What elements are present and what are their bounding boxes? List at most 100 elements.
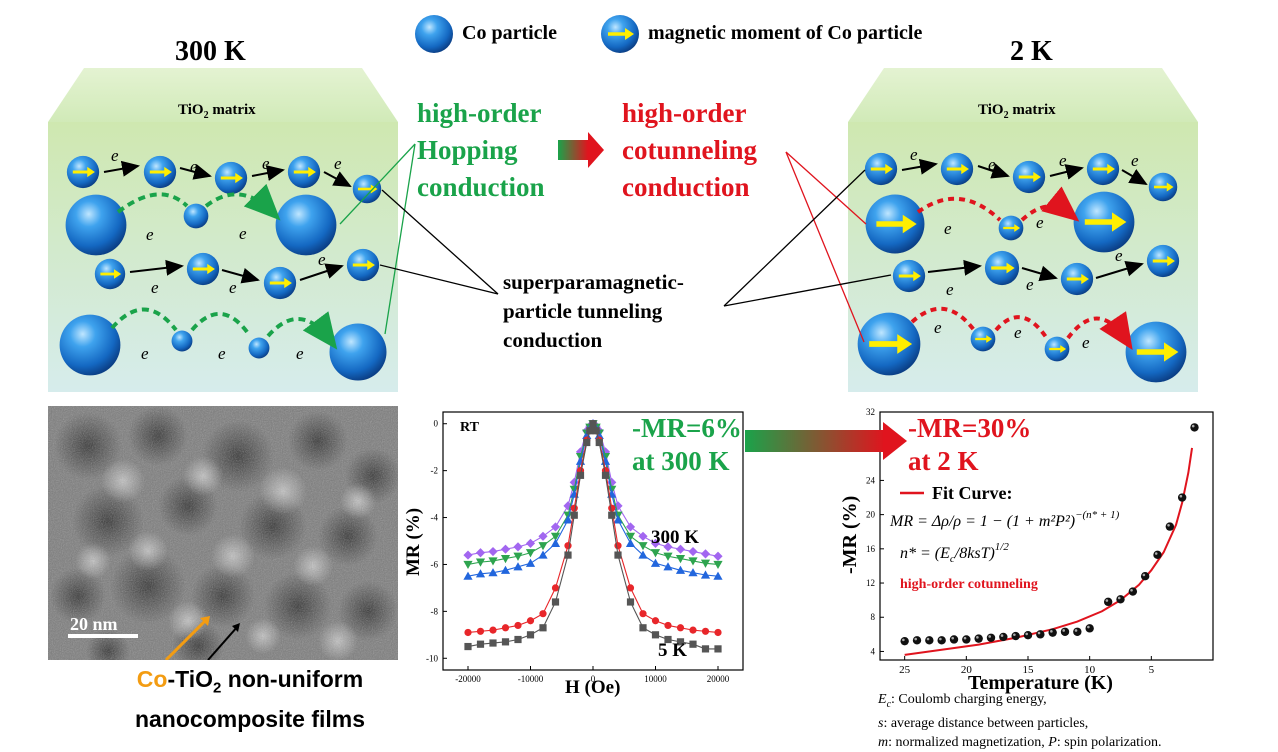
chart2-point	[1103, 597, 1113, 607]
chart1-point	[650, 549, 661, 558]
chart2-point-highlight	[1000, 634, 1004, 637]
chart2-point-highlight	[926, 637, 930, 641]
chart2-point-highlight	[988, 635, 991, 638]
chart1-point	[500, 565, 511, 574]
chart1-point	[650, 538, 661, 548]
chart1-point	[525, 558, 536, 567]
chart2-point	[1190, 423, 1199, 432]
electron-label: e	[190, 157, 198, 176]
chart1-point	[700, 559, 711, 568]
chart2-point-highlight	[1130, 588, 1133, 592]
chart2-ytick-label: 12	[866, 578, 875, 588]
chart1-point	[526, 631, 535, 639]
chart2-fit-label: high-order cotunneling	[900, 577, 1038, 592]
left-particles	[59, 155, 387, 381]
chart1-point	[475, 548, 486, 558]
chart1-point	[488, 557, 498, 566]
chart1-point	[608, 511, 616, 519]
chart2-point-highlight	[976, 636, 979, 639]
schematic-canvas	[48, 68, 1198, 392]
chart1-point	[688, 568, 698, 577]
left-matrix-label: TiO2 matrix	[178, 102, 256, 121]
legend-co-particle-label: Co particle	[462, 22, 557, 44]
cotunneling-conduction-label: high-order cotunneling conduction	[622, 98, 758, 202]
chart1-point	[550, 538, 561, 547]
chart1-point	[538, 531, 548, 541]
chart1-point	[514, 621, 522, 630]
chart1-ytick-label: -4	[431, 513, 439, 523]
footnote-m-p: m: normalized magnetization, P: spin pol…	[878, 734, 1162, 750]
chart2-point	[1073, 627, 1082, 636]
chart2-xtick-label: 15	[1023, 664, 1035, 676]
chart2-point-highlight	[1050, 630, 1053, 633]
chart1-xlabel: H (Oe)	[565, 677, 620, 698]
chart1-point	[463, 550, 473, 560]
chart1-point	[475, 569, 486, 578]
chart2-xlabel: Temperature (K)	[968, 672, 1113, 694]
cotunneling-connectors	[785, 151, 867, 343]
electron-label: e	[141, 344, 149, 363]
chart1-point	[513, 562, 523, 571]
chart1-point	[714, 628, 722, 637]
chart1-ytick-label: 0	[434, 419, 439, 429]
chart1-point	[701, 627, 710, 635]
chart1-point	[501, 624, 510, 632]
chart1-point	[576, 471, 585, 479]
chart1-point	[501, 638, 510, 646]
chart2-point	[1011, 631, 1020, 641]
chart2-point-highlight	[1142, 573, 1146, 577]
chart2-xtick-label: 20	[961, 664, 973, 676]
chart1-point	[525, 538, 536, 548]
chart1-point	[663, 562, 673, 571]
chart2-point-highlight	[1167, 523, 1170, 527]
chart2-point	[999, 632, 1008, 642]
chart1-point	[583, 438, 591, 447]
chart2-formula-1: MR = Δρ/ρ = 1 − (1 + m²P²)−(n* + 1)	[889, 509, 1120, 530]
chart1-point	[476, 627, 485, 635]
electron-label: e	[296, 344, 304, 363]
electron-label: e	[146, 225, 154, 244]
chart2-point-highlight	[902, 638, 905, 642]
chart2-point	[1060, 627, 1070, 636]
electron-label: e	[239, 224, 247, 243]
chart1-point	[675, 565, 686, 574]
hopping-conduction-label: high-order Hopping conduction	[417, 98, 545, 202]
legend-magnetic-moment-label: magnetic moment of Co particle	[648, 22, 923, 44]
chart1-point	[614, 551, 622, 559]
electron-label: e	[1026, 275, 1034, 294]
chart1-point	[550, 532, 561, 541]
chart2-formula-2: n* = (Ec/8ksT)1/2	[900, 541, 1009, 565]
chart1-point	[626, 598, 635, 606]
tunneling-connectors	[379, 169, 892, 307]
chart2-xtick-label: 10	[1084, 664, 1096, 676]
chart1-point	[676, 624, 685, 632]
chart2-ytick-label: 24	[866, 475, 876, 485]
electron-label: e	[1036, 213, 1044, 232]
chart1-point	[463, 560, 473, 570]
chart1-point	[675, 554, 686, 564]
chart1-point	[689, 640, 697, 648]
chart1-point	[713, 571, 723, 580]
chart1-ylabel: MR (%)	[405, 508, 424, 576]
transition-arrow-top	[558, 132, 604, 168]
chart1-point	[651, 631, 660, 639]
chart1-xtick-label: 10000	[644, 674, 667, 684]
chart1-xtick-label: 0	[591, 674, 596, 684]
chart1-ytick-label: -8	[431, 606, 439, 616]
electron-label: e	[218, 344, 226, 363]
chart1-point	[551, 598, 560, 606]
chart1-point	[464, 628, 472, 637]
electron-label: e	[1115, 246, 1123, 265]
chart2-point	[974, 634, 983, 643]
chart1-point	[570, 504, 578, 512]
chart2-point-highlight	[1105, 599, 1109, 602]
chart1-point	[538, 542, 548, 551]
chart1-point	[626, 584, 635, 592]
chart1-annotation-5k: 5 K	[658, 640, 687, 661]
chart2-point	[1140, 571, 1150, 581]
transition-arrow-bottom	[745, 422, 907, 460]
footnote-ec: Ec: Coulomb charging energy,	[878, 692, 1047, 710]
chart1-point	[689, 626, 697, 634]
chart1-point	[651, 617, 660, 625]
